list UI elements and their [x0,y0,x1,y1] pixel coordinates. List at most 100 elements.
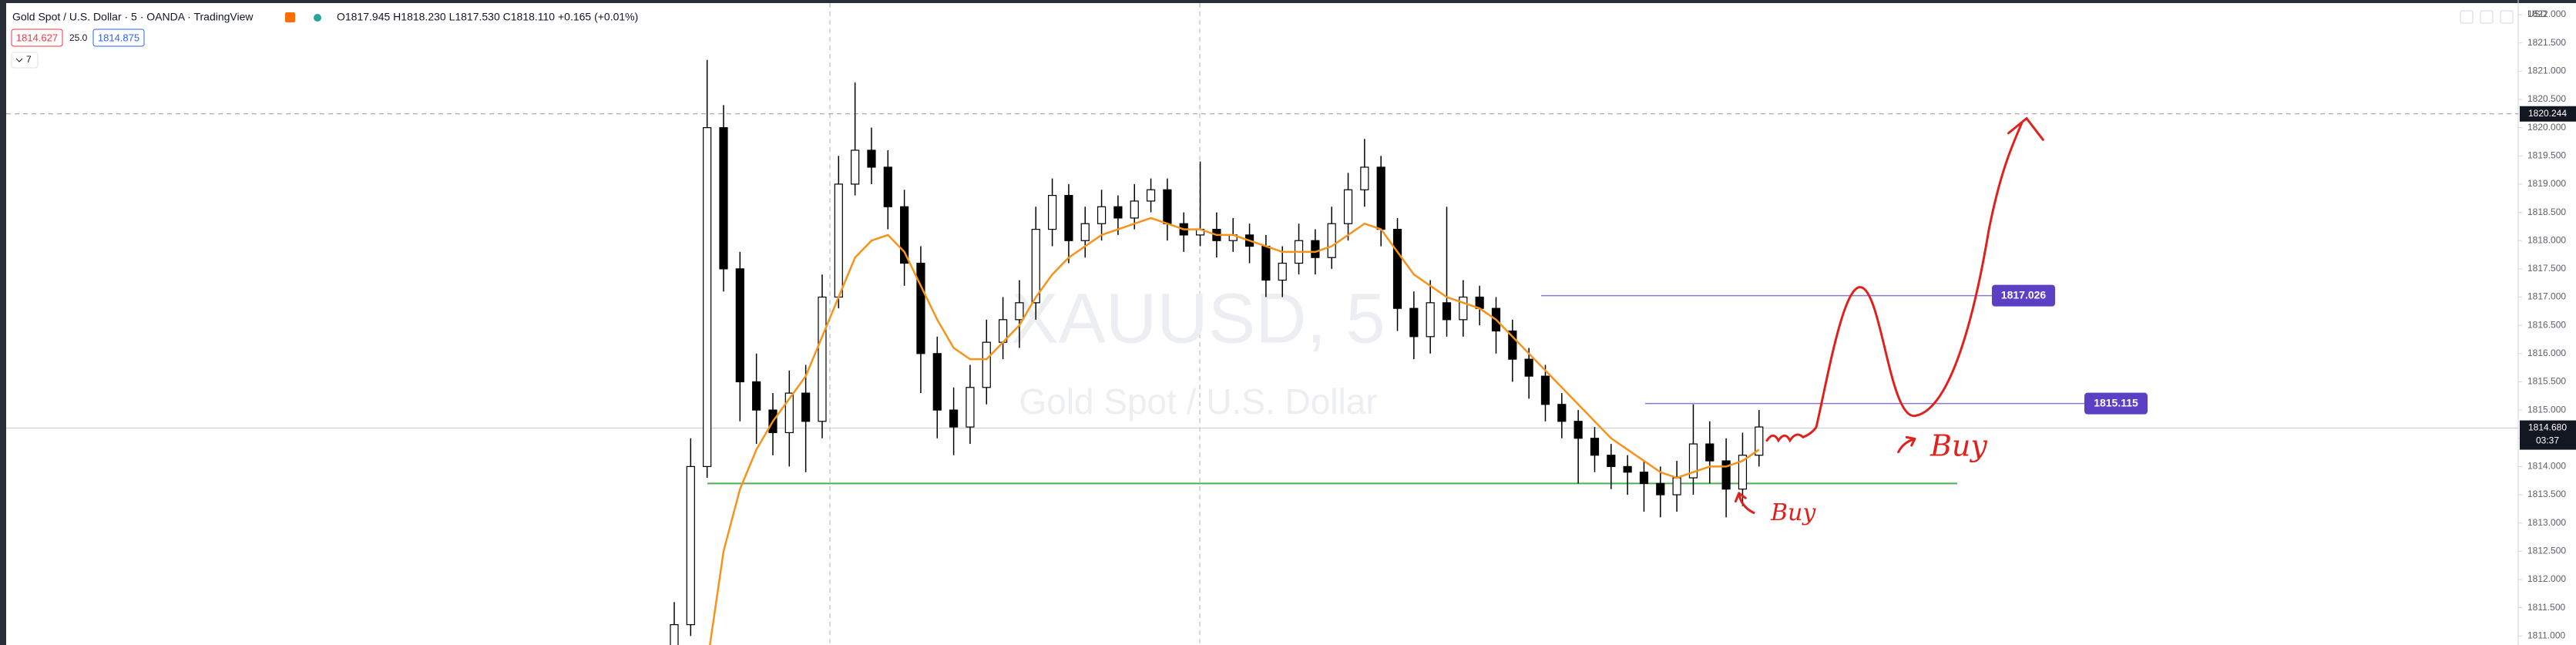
buy-price[interactable]: 1814.875 [98,32,139,43]
flag-icon[interactable] [285,12,295,22]
window-button[interactable] [2480,10,2494,24]
y-tick-label: 1818.500 [2527,207,2566,217]
candle-body [1426,302,1435,338]
candle-body [1047,194,1057,230]
y-tick-label: 1817.000 [2527,291,2566,302]
y-tick-label: 1819.000 [2527,178,2566,189]
candle-body [1343,189,1353,224]
last-price-box [2520,420,2576,450]
y-tick-label: 1816.500 [2527,319,2566,330]
candle-body [1064,194,1073,241]
candle-body [1097,206,1107,224]
symbol-title: Gold Spot / U.S. Dollar · 5 · OANDA · Tr… [12,11,254,23]
candle-body [784,392,794,434]
candle-body [1623,465,1632,473]
candle-body [1015,302,1024,321]
y-tick-label: 1812.000 [2527,573,2566,584]
ray-label-box [1992,284,2055,307]
sell-button[interactable] [11,29,63,47]
y-tick-label: 1818.000 [2527,234,2566,245]
freehand-drawing [1734,116,2044,514]
y-tick-label: 1814.000 [2527,461,2566,472]
candle-body [1278,262,1287,281]
spread: 25.0 [69,32,88,43]
candle-body [1656,482,1665,496]
candle-body [1261,245,1271,281]
forecast-path [1765,122,2024,443]
candle-body [719,127,728,270]
candle-body [1442,302,1452,321]
y-tick-label: 1813.000 [2527,517,2566,528]
candle-body [818,296,827,422]
y-tick-label: 1815.500 [2527,376,2566,387]
ohlc-values: O1817.945 H1818.230 L1817.530 C1818.110 … [337,11,638,23]
price-axis: 1811.000 1811.500 1812.000 1812.500 1813.000… [2518,8,2576,640]
candle-body [1705,443,1715,462]
candle-body [1163,189,1172,224]
left-border [0,0,6,645]
y-tick-label: 1815.000 [2527,404,2566,415]
candle-body [1360,166,1369,190]
plot-area: 1817.026 1815.115 [6,59,2518,645]
y-tick-label: 1819.500 [2527,149,2566,160]
y-tick-label: 1813.500 [2527,489,2566,499]
candle-body [1540,375,1550,405]
candle-body [1672,477,1681,496]
candle-body [1031,228,1040,304]
candle-body [1146,189,1156,202]
y-tick-label: 1821.500 [2527,37,2566,48]
candle-body [1376,166,1385,230]
candle-body [1639,472,1649,484]
candle-body [900,206,909,264]
y-tick-label: 1822.000 [2527,8,2566,19]
candle-body [932,353,942,411]
alert-label-box [2520,106,2576,122]
candle-body [851,149,860,185]
y-tick-label: 1811.500 [2527,602,2565,613]
candle-body [966,387,975,428]
y-tick-label: 1821.000 [2527,66,2566,76]
candle-body [1590,438,1600,456]
candle-body [752,381,761,411]
ray-label: 1815.115 [2094,396,2138,408]
candle-body [735,268,744,383]
candle-body [1459,296,1468,321]
candle-body [1573,421,1583,439]
candle-body [1688,443,1698,479]
buy-button[interactable] [92,29,145,47]
y-tick-label: 1811.000 [2527,630,2565,640]
candle-body [1409,307,1419,338]
candle-body [1738,455,1748,490]
candle-body [670,624,679,645]
alert-label: 1820.244 [2528,108,2567,119]
candle-body [1607,455,1616,467]
candle-body [1524,358,1533,377]
candle-body [1130,200,1139,219]
annotation: Buy [1929,429,1987,463]
forecast-arrowhead [2007,116,2044,141]
moving-average [709,217,1760,645]
y-tick-label: 1812.500 [2527,546,2566,556]
candle-body [1721,460,1731,490]
pointer-arrow [1897,435,1916,454]
sell-price[interactable]: 1814.627 [16,32,58,43]
annotation: Buy [1770,499,1816,526]
top-border [0,0,2576,3]
y-tick-label: 1817.500 [2527,263,2566,274]
indicator-count[interactable]: 7 [26,54,32,65]
candle-body [801,392,811,422]
window-button[interactable] [2500,10,2514,24]
indicator-toggle[interactable] [11,52,39,69]
candle-body [1327,223,1336,258]
window-button[interactable] [2460,10,2474,24]
watermark-description: Gold Spot / U.S. Dollar [1019,381,1377,422]
pointer-arrow [1734,492,1755,514]
candle-body [916,262,925,354]
candle-body [703,127,712,467]
last-price-label: 1814.680 [2528,422,2567,433]
candle-body [834,183,843,298]
y-tick-label: 1820.500 [2527,93,2566,104]
market-status [314,14,321,22]
